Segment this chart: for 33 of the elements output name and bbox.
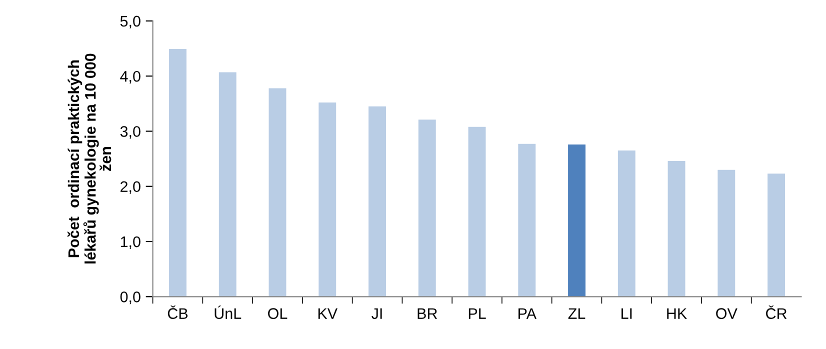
bar [568, 144, 586, 297]
x-tick-label: LI [622, 308, 632, 319]
bar [718, 170, 736, 297]
bar [768, 174, 786, 297]
x-tick-label: BR [418, 308, 438, 319]
bar [618, 150, 636, 297]
bar [468, 126, 486, 297]
bar [218, 72, 236, 297]
x-tick-label: OL [268, 308, 288, 319]
x-tick-label: PA [518, 308, 536, 319]
y-tick-label: 4,0 [120, 70, 140, 84]
bar [318, 102, 336, 297]
bar [368, 106, 386, 297]
x-tick-label: JI [372, 308, 382, 319]
x-tick-label: OV [716, 308, 738, 319]
x-tick-label: ČR [766, 305, 787, 319]
bar [668, 161, 686, 297]
y-tick-label: 2,0 [120, 181, 140, 194]
y-tick-label: 0,0 [120, 292, 140, 304]
bar [169, 49, 186, 297]
x-tick-label: PL [468, 308, 486, 319]
y-axis-title: Počet ordinací praktických lékařů gynekologie na 10 000 žen [68, 54, 112, 264]
x-tick-label: ZL [568, 308, 586, 319]
x-tick-label: KV [318, 308, 338, 319]
y-tick-label: 5,0 [120, 16, 140, 28]
y-tick-label: 3,0 [120, 126, 140, 139]
x-tick-label: HK [667, 308, 687, 319]
x-tick-label: ČB [168, 305, 188, 319]
x-tick-label: ÚnL [214, 306, 242, 319]
bar [518, 144, 536, 297]
y-tick-label: 1,0 [120, 236, 140, 249]
bar [418, 120, 436, 297]
bar [268, 88, 286, 297]
